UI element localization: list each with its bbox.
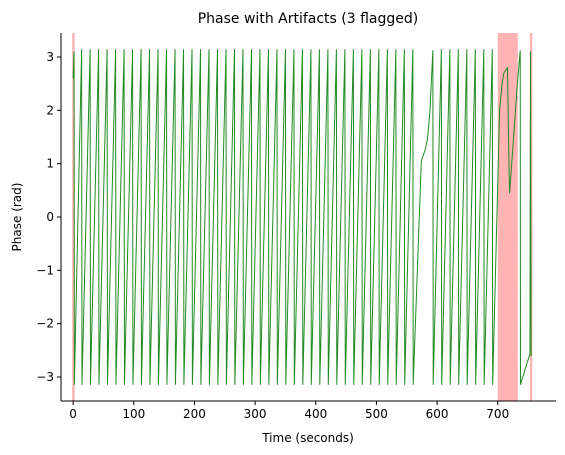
x-tick-label: 700 [486, 407, 509, 421]
x-tick-label: 0 [69, 407, 77, 421]
y-tick-label: −3 [36, 370, 54, 384]
y-tick-label: 0 [46, 210, 54, 224]
x-tick-label: 600 [426, 407, 449, 421]
series-layer [72, 49, 532, 385]
y-ticks: −3 −2 −1 0 1 2 3 [36, 50, 61, 384]
artifact-span-1 [72, 33, 75, 401]
y-axis-label: Phase (rad) [10, 183, 24, 252]
series-line-1 [72, 49, 532, 385]
y-tick-label: 3 [46, 50, 54, 64]
x-tick-label: 200 [183, 407, 206, 421]
y-tick-label: −2 [36, 317, 54, 331]
artifact-span-2 [497, 33, 518, 401]
y-tick-label: −1 [36, 263, 54, 277]
plot-area [72, 33, 533, 401]
x-tick-label: 100 [122, 407, 145, 421]
x-tick-label: 400 [304, 407, 327, 421]
x-tick-label: 300 [244, 407, 267, 421]
x-axis-label: Time (seconds) [261, 431, 354, 445]
x-ticks: 0 100 200 300 400 500 600 700 [69, 401, 509, 421]
y-tick-label: 2 [46, 103, 54, 117]
y-tick-label: 1 [46, 157, 54, 171]
chart-title: Phase with Artifacts (3 flagged) [198, 11, 419, 27]
x-tick-label: 500 [365, 407, 388, 421]
